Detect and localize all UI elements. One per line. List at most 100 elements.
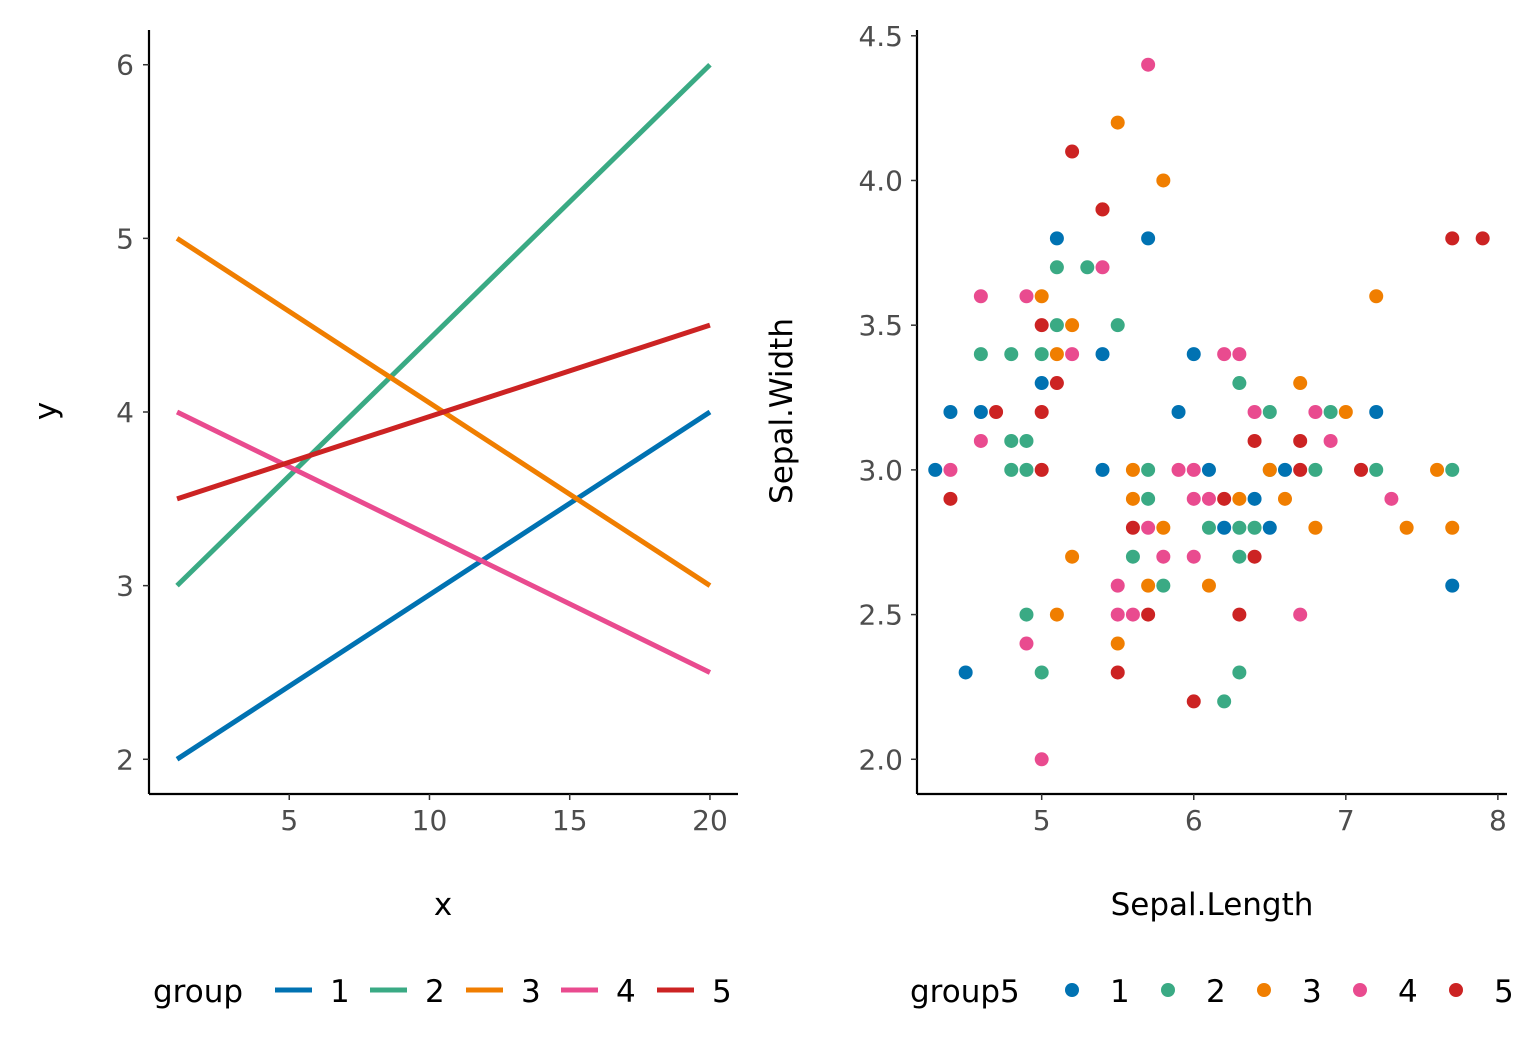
scatter-point-group-2 [1125, 549, 1140, 564]
scatter-point-group-3 [1125, 462, 1140, 477]
scatter-point-group-3 [1156, 173, 1171, 188]
legend-label-5: 5 [1494, 974, 1514, 1010]
scatter-point-group-2 [1004, 433, 1019, 448]
scatter-point-group-5 [1475, 231, 1490, 246]
scatter-point-group-2 [1019, 433, 1034, 448]
y-tick-label: 3.5 [858, 309, 903, 342]
line-chart-y-axis-title: y [28, 402, 64, 420]
legend-label-4: 4 [616, 974, 636, 1010]
scatter-point-group-2 [1232, 376, 1247, 391]
legend-label-1: 1 [330, 974, 350, 1010]
scatter-y-ticks: 2.0 2.5 3.0 3.5 4.0 4.5 [858, 20, 917, 776]
scatter-point-group-2 [1262, 405, 1277, 419]
scatter-point-group-3 [1156, 520, 1171, 535]
y-tick-label: 2.5 [858, 599, 903, 632]
legend-label-5: 5 [712, 974, 732, 1010]
line-chart-legend-title: group [153, 974, 243, 1010]
scatter-point-group-4 [1095, 260, 1110, 275]
scatter-point-group-2 [1049, 318, 1064, 333]
scatter-legend: group5 1 2 3 4 5 [910, 974, 1514, 1010]
scatter-point-group-3 [1141, 578, 1156, 593]
legend-key-point-4 [1353, 983, 1367, 997]
scatter-point-group-1 [928, 462, 943, 477]
scatter-point-group-4 [1247, 405, 1262, 419]
scatter-point-group-3 [1110, 115, 1125, 130]
scatter-point-group-2 [1141, 462, 1156, 477]
legend-label-3: 3 [1302, 974, 1322, 1010]
line-chart-x-ticks: 5 10 15 20 [280, 794, 728, 837]
scatter-legend-title: group5 [910, 974, 1020, 1010]
scatter-point-group-2 [1232, 665, 1247, 680]
scatter-x-ticks: 5 6 7 8 [1033, 794, 1507, 837]
scatter-point-group-1 [1277, 462, 1292, 477]
legend-key-point-3 [1257, 983, 1271, 997]
scatter-point-group-3 [1369, 289, 1384, 304]
scatter-point-group-3 [1049, 607, 1064, 622]
scatter-point-group-5 [1247, 549, 1262, 564]
scatter-point-group-5 [1293, 433, 1308, 448]
scatter-point-group-3 [1308, 520, 1323, 535]
scatter-point-group-5 [1247, 433, 1262, 448]
scatter-point-group-2 [1049, 260, 1064, 275]
scatter-point-group-5 [1217, 491, 1232, 506]
scatter-point-group-4 [1156, 549, 1171, 564]
scatter-point-group-5 [1354, 462, 1369, 477]
scatter-y-axis-title: Sepal.Width [764, 318, 800, 504]
line-chart-x-axis-title: x [434, 887, 452, 923]
scatter-point-group-5 [943, 491, 958, 506]
scatter-x-axis-title: Sepal.Length [1111, 887, 1314, 923]
legend-label-4: 4 [1398, 974, 1418, 1010]
scatter-point-group-2 [1156, 578, 1171, 593]
y-tick-label: 5 [116, 222, 134, 255]
scatter-point-group-3 [1277, 491, 1292, 506]
scatter-point-group-1 [1049, 231, 1064, 246]
scatter-point-group-1 [1201, 462, 1216, 477]
scatter-point-group-4 [1171, 462, 1186, 477]
scatter-point-group-1 [943, 405, 958, 419]
scatter-point-group-5 [1186, 694, 1201, 709]
y-tick-label: 4 [116, 396, 134, 429]
scatter-point-group-3 [1065, 549, 1080, 564]
scatter-point-group-4 [1186, 491, 1201, 506]
x-tick-label: 6 [1185, 804, 1203, 837]
scatter-point-group-4 [1125, 607, 1140, 622]
scatter-point-group-5 [1034, 318, 1049, 333]
scatter-point-group-3 [1201, 578, 1216, 593]
scatter-point-group-2 [1217, 694, 1232, 709]
scatter-point-group-3 [1262, 462, 1277, 477]
scatter-point-group-5 [1034, 405, 1049, 419]
legend-label-2: 2 [1206, 974, 1226, 1010]
legend-label-1: 1 [1110, 974, 1130, 1010]
scatter-point-group-1 [973, 405, 988, 419]
scatter-point-group-1 [1262, 520, 1277, 535]
scatter-point-group-4 [1141, 520, 1156, 535]
legend-label-2: 2 [425, 974, 445, 1010]
scatter-point-group-2 [973, 347, 988, 362]
scatter-point-group-2 [1323, 405, 1338, 419]
scatter-point-group-2 [1247, 520, 1262, 535]
x-tick-label: 15 [552, 804, 588, 837]
legend-key-point-1 [1065, 983, 1079, 997]
scatter-point-group-2 [1201, 520, 1216, 535]
scatter-points-group [928, 57, 1490, 767]
scatter-point-group-4 [1110, 578, 1125, 593]
scatter-point-group-2 [1232, 549, 1247, 564]
line-series-group [175, 62, 712, 762]
scatter-point-group-3 [1430, 462, 1445, 477]
scatter-point-group-5 [1141, 607, 1156, 622]
scatter-point-group-3 [1445, 520, 1460, 535]
scatter-point-group-2 [1445, 462, 1460, 477]
scatter-point-group-2 [1034, 665, 1049, 680]
scatter-point-group-5 [1110, 665, 1125, 680]
scatter-point-group-1 [1445, 578, 1460, 593]
scatter-point-group-4 [1293, 607, 1308, 622]
scatter-point-group-5 [1049, 376, 1064, 391]
scatter-point-group-4 [1232, 347, 1247, 362]
scatter-point-group-1 [1186, 347, 1201, 362]
scatter-point-group-1 [1247, 491, 1262, 506]
line-chart-legend: group 1 2 3 4 5 [153, 974, 732, 1010]
scatter-point-group-2 [1019, 607, 1034, 622]
scatter-point-group-5 [1125, 520, 1140, 535]
scatter-point-group-1 [1095, 462, 1110, 477]
